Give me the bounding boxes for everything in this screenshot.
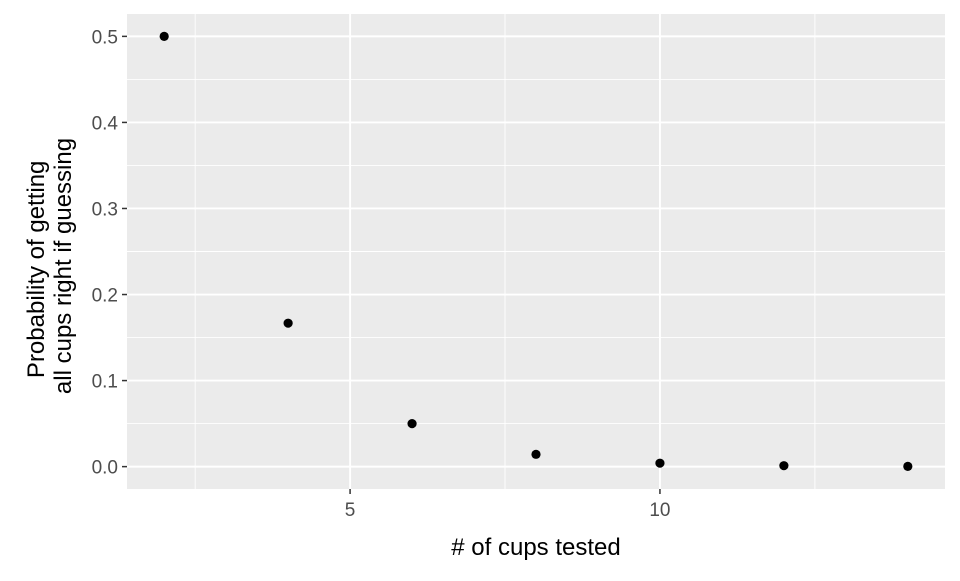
minor-gridlines <box>127 14 945 489</box>
y-tick-label: 0.3 <box>92 199 118 220</box>
y-tick-label: 0.4 <box>92 113 119 134</box>
data-point <box>407 419 417 429</box>
data-points <box>159 31 913 471</box>
data-point <box>903 461 913 471</box>
y-tick-label: 0.1 <box>92 372 118 393</box>
x-axis: 5 10 <box>345 489 671 521</box>
y-tick-label: 0.0 <box>92 458 118 479</box>
y-axis-title: Probability of getting all cups right if… <box>23 138 77 394</box>
data-point <box>159 31 169 41</box>
y-axis: 0.0 0.1 0.2 0.3 0.4 0.5 <box>92 27 127 479</box>
y-axis-title-line-2: all cups right if guessing <box>50 138 77 394</box>
x-tick-label: 5 <box>345 500 356 521</box>
data-point <box>779 461 789 471</box>
x-axis-title: # of cups tested <box>451 534 620 561</box>
y-tick-label: 0.2 <box>92 286 118 307</box>
major-gridlines <box>127 14 945 489</box>
data-point <box>531 449 541 459</box>
y-tick-label: 0.5 <box>92 27 118 48</box>
data-point <box>283 318 293 328</box>
x-tick-label: 10 <box>649 500 670 521</box>
y-axis-title-line-1: Probability of getting <box>23 161 50 378</box>
data-point <box>655 458 665 468</box>
